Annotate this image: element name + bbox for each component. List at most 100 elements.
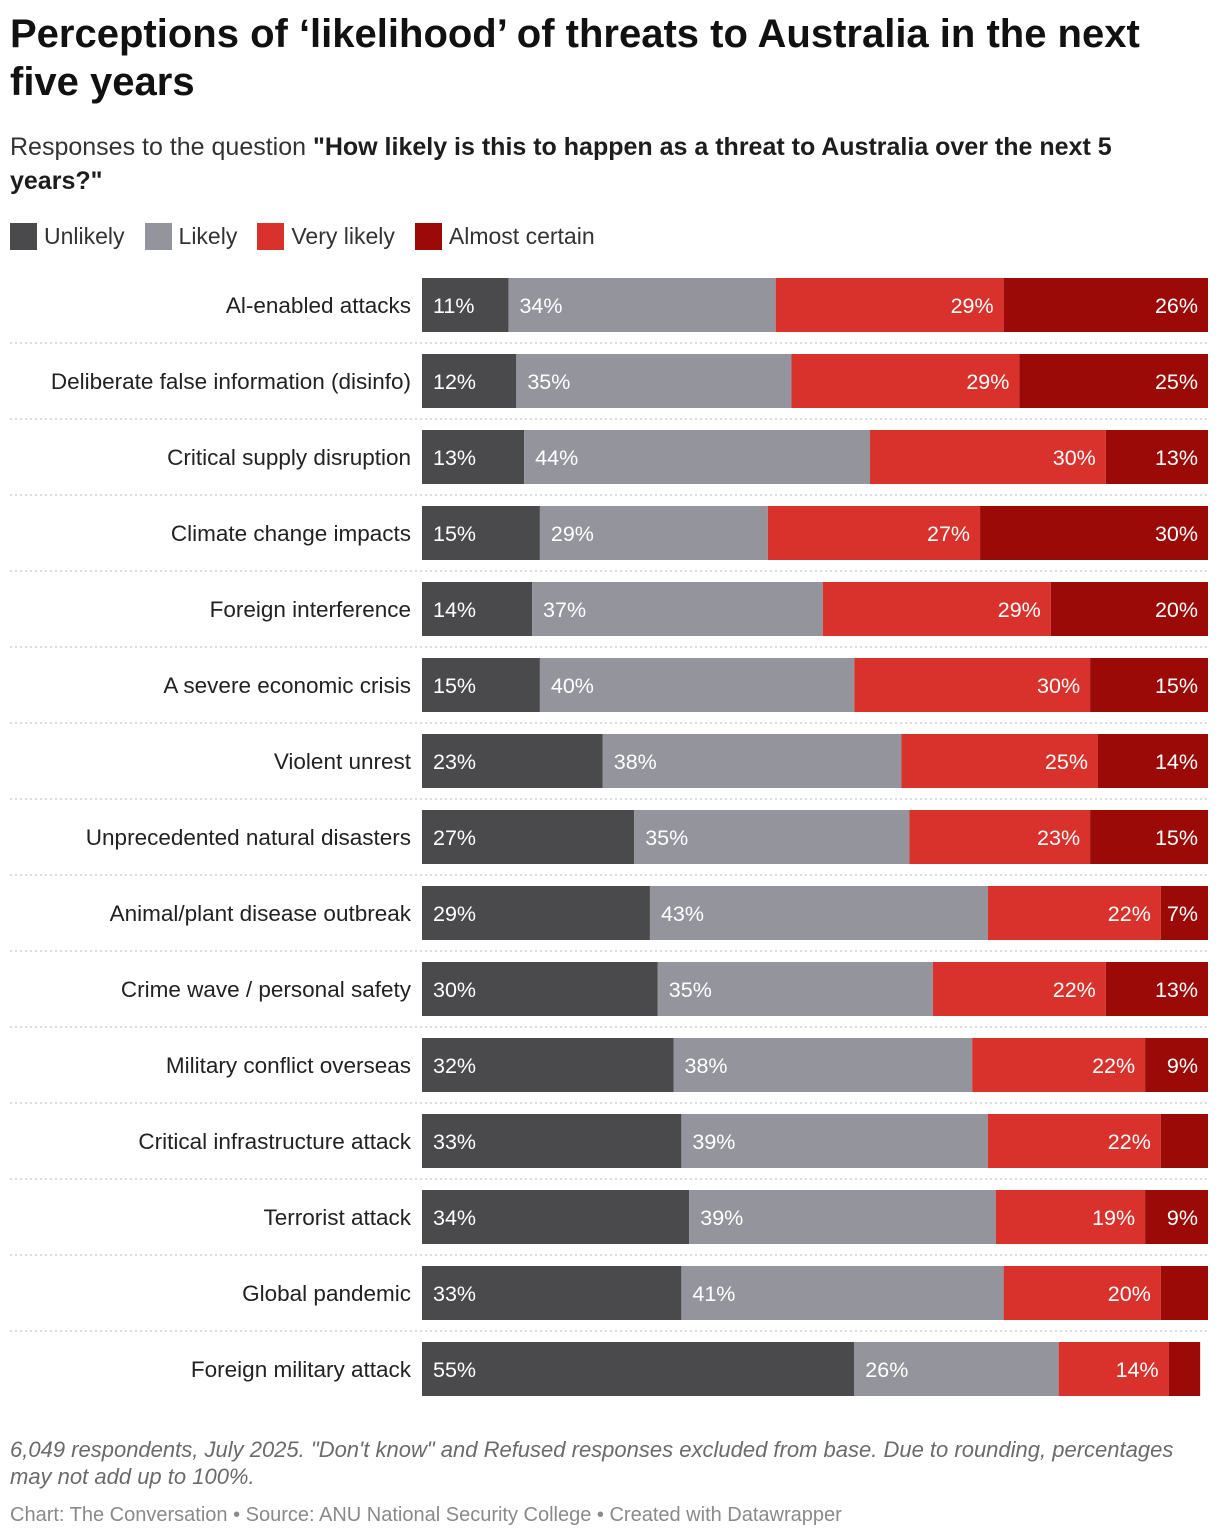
legend-label-very-likely: Very likely [291, 222, 395, 249]
data-label-likely: 29% [551, 522, 594, 546]
bar-segment-likely [602, 734, 902, 788]
bar-segment-likely [508, 278, 776, 332]
data-label-unlikely: 32% [433, 1054, 476, 1078]
bar-segment-unlikely [422, 430, 525, 484]
bar-segment-unlikely [422, 506, 540, 560]
legend-swatch-very-likely [257, 222, 285, 250]
bar-segment-likely [673, 1038, 973, 1092]
data-label-very-likely: 30% [1053, 446, 1096, 470]
data-label-almost-certain: 13% [1155, 978, 1198, 1002]
category-label-terrorist-attack: Terrorist attack [263, 1205, 411, 1230]
bar-segment-almost-certain [1105, 430, 1208, 484]
bar-segment-almost-certain [1050, 582, 1208, 636]
bar-segment-very-likely [932, 962, 1106, 1016]
data-label-unlikely: 30% [433, 978, 476, 1002]
data-label-unlikely: 23% [433, 750, 476, 774]
data-label-very-likely: 22% [1092, 1054, 1135, 1078]
legend-label-likely: Likely [178, 222, 238, 249]
bar-segment-likely [524, 430, 871, 484]
category-label-military-conflict-overseas: Military conflict overseas [166, 1053, 411, 1078]
bar-segment-almost-certain [1160, 1114, 1208, 1168]
bar-segment-likely [539, 506, 768, 560]
bar-segment-very-likely [822, 582, 1051, 636]
data-label-unlikely: 15% [433, 522, 476, 546]
bar-segment-very-likely [987, 886, 1161, 940]
bar-segment-almost-certain [1160, 1266, 1208, 1320]
legend-swatch-unlikely [10, 222, 37, 250]
subtitle-prefix: Responses to the question [10, 133, 313, 161]
category-label-violent-unrest: Violent unrest [274, 749, 412, 774]
legend-item-almost-certain: Almost certain [414, 222, 595, 250]
bar-segment-very-likely [1003, 1266, 1161, 1320]
bar-segment-very-likely [909, 810, 1091, 864]
data-label-very-likely: 22% [1053, 978, 1096, 1002]
bar-segment-almost-certain [1090, 810, 1208, 864]
category-label-foreign-military-attack: Foreign military attack [191, 1357, 412, 1382]
bar-segment-unlikely [422, 278, 509, 332]
bar-segment-likely [657, 962, 933, 1016]
data-label-almost-certain: 30% [1155, 522, 1198, 546]
category-label-animal-plant-disease-outbreak: Animal/plant disease outbreak [110, 901, 412, 926]
data-label-unlikely: 29% [433, 902, 476, 926]
bar-segment-almost-certain [1160, 886, 1208, 940]
bar-segment-almost-certain [980, 506, 1208, 560]
bar-segment-unlikely [422, 886, 650, 940]
legend: Unlikely Likely Very likely Almost certa… [10, 220, 615, 252]
bar-segment-almost-certain [1097, 734, 1208, 788]
category-label-critical-supply-disruption: Critical supply disruption [167, 445, 411, 470]
category-label-crime-wave-personal-safety: Crime wave / personal safety [121, 977, 412, 1002]
bar-segment-unlikely [422, 1114, 682, 1168]
bar-segment-unlikely [422, 1266, 682, 1320]
bar-segment-likely [681, 1114, 988, 1168]
bar-segment-almost-certain [1145, 1038, 1208, 1092]
data-label-almost-certain: 25% [1155, 370, 1198, 394]
bar-segment-unlikely [422, 962, 658, 1016]
data-label-almost-certain: 26% [1155, 294, 1198, 318]
bar-segment-likely [539, 658, 855, 712]
bar-segment-very-likely [791, 354, 1020, 408]
stacked-bar-chart: Al-enabled attacks 11% 34% 29% 26% Deliberate… [10, 278, 1208, 1396]
bar-segment-almost-certain [1145, 1190, 1208, 1244]
bar-segment-very-likely [870, 430, 1106, 484]
data-label-almost-certain: 9% [1167, 1054, 1198, 1078]
bar-segment-likely [516, 354, 792, 408]
data-label-very-likely: 29% [951, 294, 994, 318]
data-label-very-likely: 14% [1116, 1358, 1159, 1382]
bar-segment-likely [854, 1342, 1059, 1396]
data-label-very-likely: 22% [1108, 1130, 1151, 1154]
data-label-likely: 35% [527, 370, 570, 394]
data-label-likely: 38% [685, 1054, 728, 1078]
data-label-almost-certain: 7% [1167, 902, 1198, 926]
category-label-a-severe-economic-crisis: A severe economic crisis [163, 673, 411, 698]
data-label-almost-certain: 13% [1155, 446, 1198, 470]
bar-segment-likely [634, 810, 910, 864]
bar-segment-unlikely [422, 354, 517, 408]
bar-segment-very-likely [972, 1038, 1146, 1092]
data-label-very-likely: 29% [966, 370, 1009, 394]
category-label-critical-infrastructure-attack: Critical infrastructure attack [138, 1129, 411, 1154]
category-label-climate-change-impacts: Climate change impacts [171, 521, 411, 546]
data-label-unlikely: 13% [433, 446, 476, 470]
data-label-likely: 26% [865, 1358, 908, 1382]
bar-segment-unlikely [422, 582, 533, 636]
data-label-almost-certain: 20% [1155, 598, 1198, 622]
category-label-global-pandemic: Global pandemic [242, 1281, 411, 1306]
legend-item-very-likely: Very likely [257, 222, 395, 250]
data-label-very-likely: 29% [998, 598, 1041, 622]
bar-segment-very-likely [1058, 1342, 1169, 1396]
bar-segment-unlikely [422, 1190, 690, 1244]
category-label-foreign-interference: Foreign interference [210, 597, 411, 622]
data-label-likely: 41% [692, 1282, 735, 1306]
data-label-likely: 34% [519, 294, 562, 318]
data-label-almost-certain: 15% [1155, 826, 1198, 850]
data-label-likely: 39% [692, 1130, 735, 1154]
chart-notes: 6,049 respondents, July 2025. "Don't kno… [10, 1437, 1174, 1489]
bar-segment-very-likely [775, 278, 1004, 332]
data-label-almost-certain: 14% [1155, 750, 1198, 774]
bar-segment-likely [681, 1266, 1004, 1320]
legend-item-unlikely: Unlikely [10, 222, 125, 250]
chart-title: Perceptions of ‘likelihood’ of threats t… [10, 12, 1140, 104]
data-label-very-likely: 25% [1045, 750, 1088, 774]
data-label-likely: 38% [614, 750, 657, 774]
data-label-likely: 37% [543, 598, 586, 622]
